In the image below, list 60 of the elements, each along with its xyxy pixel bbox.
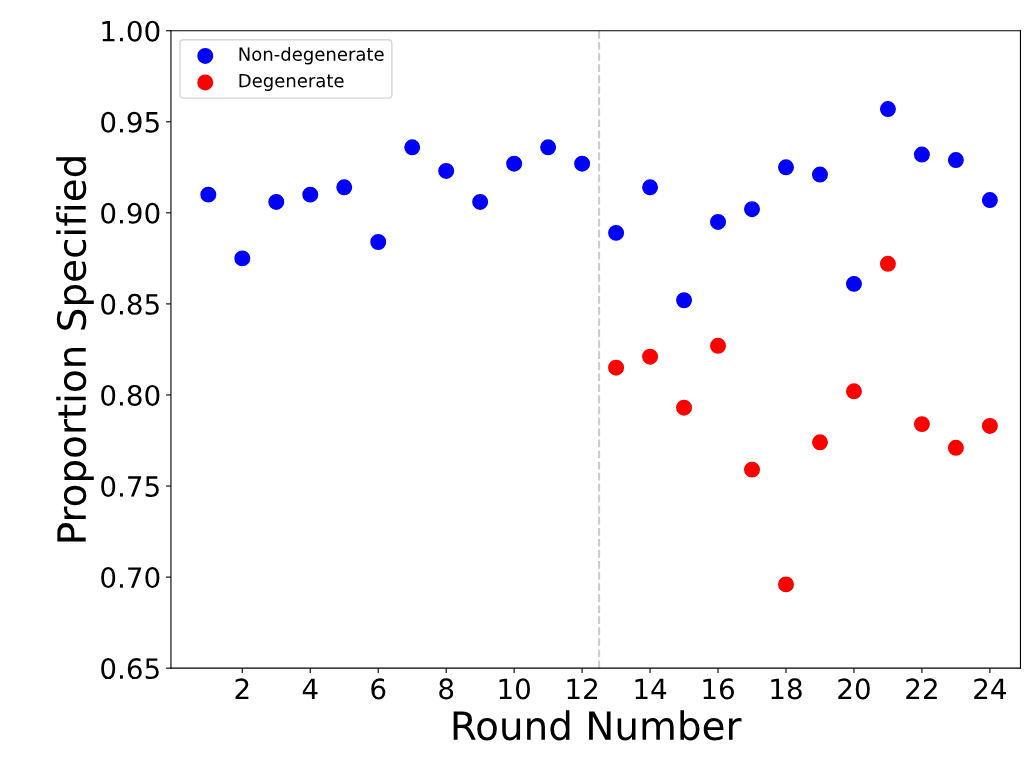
point [540,139,557,156]
point [370,234,387,250]
y-tick-label: 1.00 [102,20,160,42]
point [608,359,625,376]
point [506,155,523,172]
point [744,461,760,478]
point [676,399,693,416]
x-tick-label: 2 [235,678,249,699]
x-tick-label: 10 [499,678,530,700]
legend-label: Degenerate [239,74,344,91]
y-tick-label: 0.85 [101,293,159,315]
point [404,139,421,156]
y-tick-label: 0.65 [101,658,159,680]
point [947,439,964,456]
y-tick-label: 0.70 [101,567,160,589]
point [811,166,828,183]
x-tick-label: 18 [771,678,802,700]
point [845,275,862,292]
x-tick-label: 16 [703,678,734,700]
x-tick-label: 6 [371,678,386,700]
point [710,337,727,354]
point [676,292,693,309]
point [608,224,625,241]
point [811,434,828,451]
point [302,186,319,203]
point [778,159,794,176]
point [472,193,489,210]
y-tick-label: 0.75 [101,475,159,497]
x-tick-label: 12 [567,678,597,699]
point [200,186,217,203]
point [981,192,998,209]
legend-label: Non-degenerate [239,46,384,65]
point [947,152,964,169]
point [913,146,930,163]
point [642,179,659,196]
point [234,250,251,267]
point [981,417,998,434]
x-tick-label: 24 [974,678,1006,699]
point [744,201,760,218]
x-tick-label: 8 [439,678,454,700]
x-tick-label: 14 [635,678,667,699]
point [438,162,455,179]
x-axis-title: Round Number [453,710,742,741]
x-tick-label: 22 [906,678,937,699]
y-tick-label: 0.95 [101,111,159,133]
point [268,193,285,210]
point [845,383,862,400]
y-tick-label: 0.80 [101,384,160,406]
point [642,348,659,365]
point [913,416,930,433]
y-tick-label: 0.90 [101,202,160,224]
point [778,576,794,593]
x-tick-label: 4 [302,678,318,699]
point [336,179,353,196]
y-axis-title: Proportion Specified [56,157,94,542]
point [879,255,896,272]
point [879,101,896,118]
x-tick-label: 20 [838,678,870,700]
point [574,155,591,172]
point [710,213,727,230]
